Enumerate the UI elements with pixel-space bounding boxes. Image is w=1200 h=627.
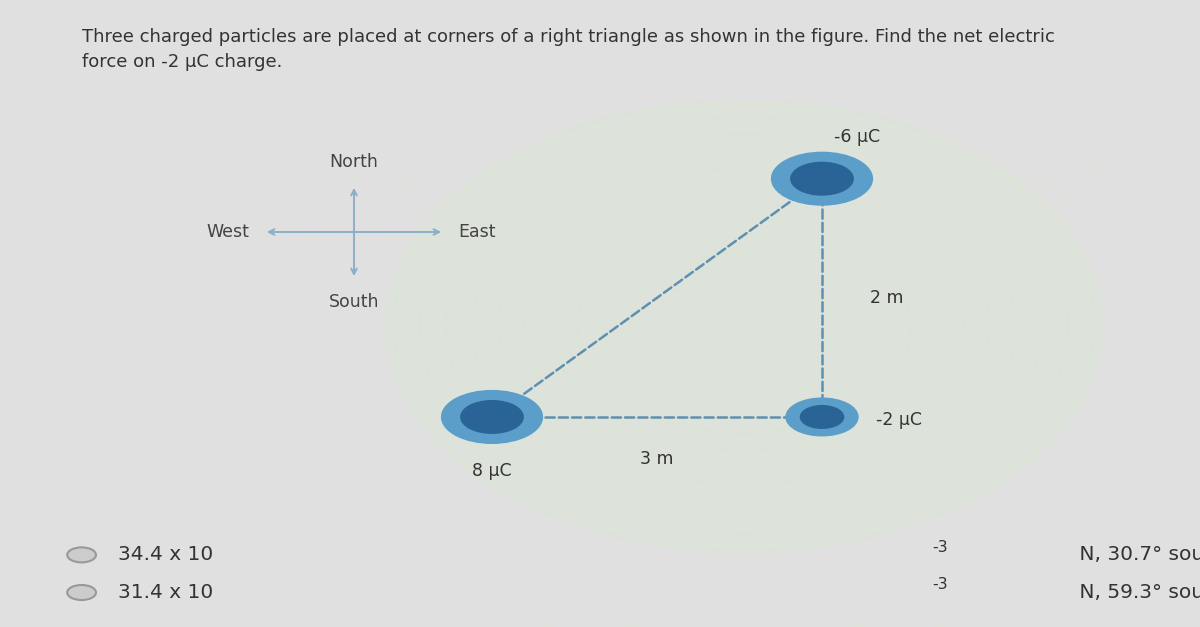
Text: 34.4 x 10: 34.4 x 10 xyxy=(118,545,212,564)
Text: Three charged particles are placed at corners of a right triangle as shown in th: Three charged particles are placed at co… xyxy=(82,28,1055,46)
Text: N, 30.7° south of east: N, 30.7° south of east xyxy=(1073,545,1200,564)
Circle shape xyxy=(461,401,523,433)
Circle shape xyxy=(442,391,542,443)
Circle shape xyxy=(791,162,853,195)
Text: -2 μC: -2 μC xyxy=(876,411,922,429)
Circle shape xyxy=(800,406,844,428)
Text: 2 m: 2 m xyxy=(870,289,904,307)
Text: 31.4 x 10: 31.4 x 10 xyxy=(118,583,212,602)
Text: 3 m: 3 m xyxy=(641,450,673,468)
Text: North: North xyxy=(330,153,378,171)
Text: 8 μC: 8 μC xyxy=(472,462,512,480)
Text: N, 59.3° south of west: N, 59.3° south of west xyxy=(1073,583,1200,602)
Circle shape xyxy=(772,152,872,205)
Text: East: East xyxy=(458,223,496,241)
Text: -3: -3 xyxy=(932,577,948,593)
Text: force on -2 μC charge.: force on -2 μC charge. xyxy=(82,53,282,71)
Text: West: West xyxy=(206,223,250,241)
Ellipse shape xyxy=(384,100,1104,552)
Text: -3: -3 xyxy=(932,540,948,555)
Text: South: South xyxy=(329,293,379,311)
Circle shape xyxy=(786,398,858,436)
Text: -6 μC: -6 μC xyxy=(834,128,880,146)
